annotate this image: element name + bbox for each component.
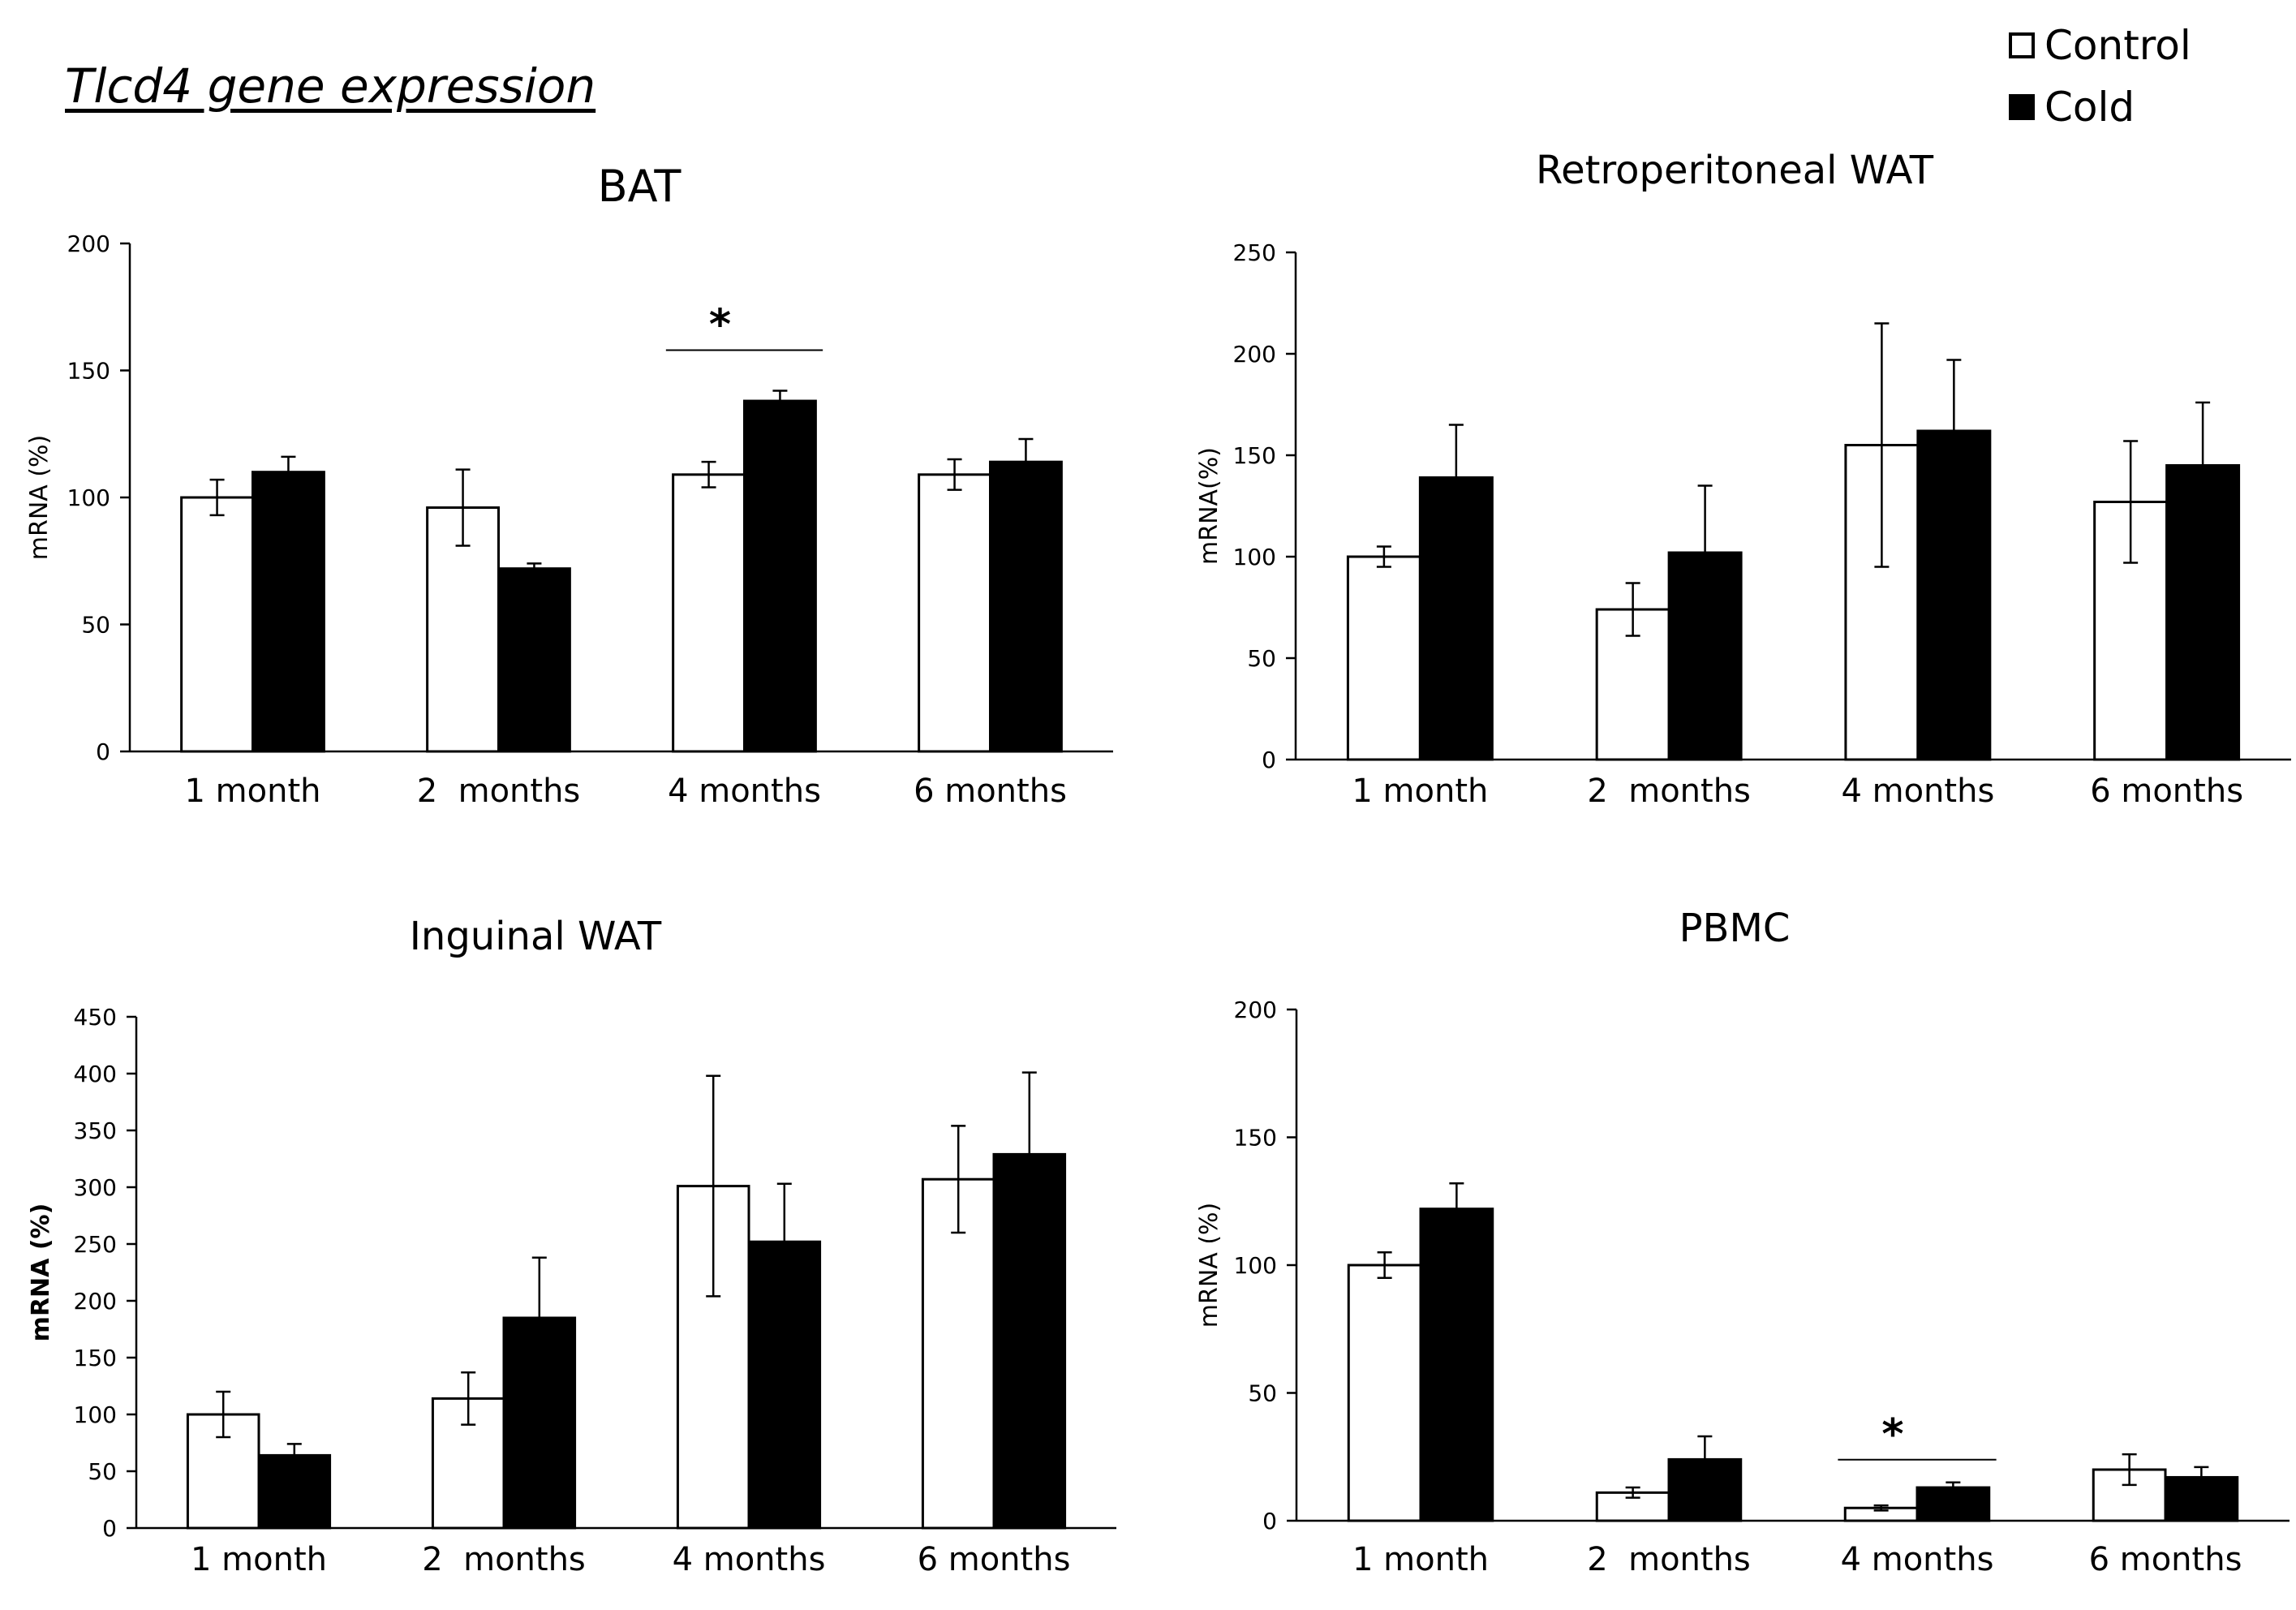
chart-3: PBMC 0 50 100 150 200 mRNA (%) 1 month 2 months 4… — [1195, 906, 2290, 1578]
x-tick-label: 2 months — [422, 1541, 586, 1578]
y-tick-label: 100 — [1234, 1252, 1277, 1279]
y-tick-label: 200 — [67, 230, 110, 257]
bar-cold-0 — [252, 471, 325, 753]
x-tick-label: 1 month — [1352, 1541, 1489, 1578]
x-tick-label: 2 months — [417, 773, 581, 810]
x-tick-label: 4 months — [1841, 1541, 1994, 1578]
chart-0: BAT 0 50 100 150 200 mRNA (%) 1 month 2 months 4 … — [25, 161, 1113, 810]
bar-control-1 — [426, 506, 501, 753]
legend-label-control: Control — [2044, 22, 2191, 69]
significance-star: * — [709, 301, 731, 350]
y-tick-label: 50 — [1247, 645, 1276, 672]
x-tick-label: 1 month — [1352, 773, 1488, 810]
bar-control-0 — [1347, 1263, 1422, 1522]
x-tick-label: 6 months — [2089, 1541, 2242, 1578]
y-tick-label: 200 — [1234, 997, 1277, 1023]
x-tick-label: 2 months — [1587, 773, 1751, 810]
y-tick-label: 100 — [67, 484, 110, 511]
bar-cold-2 — [743, 399, 817, 753]
y-tick-label: 0 — [1262, 747, 1276, 773]
x-tick-label: 1 month — [185, 773, 321, 810]
x-tick-label: 4 months — [673, 1541, 826, 1578]
chart-title: Retroperitoneal WAT — [1536, 148, 1934, 193]
y-tick-label: 150 — [1234, 1125, 1277, 1152]
significance-star: * — [1881, 1410, 1903, 1459]
bar-cold-0 — [257, 1453, 332, 1530]
y-tick-label: 350 — [74, 1117, 117, 1144]
y-tick-label: 50 — [81, 612, 110, 639]
chart-2: Inguinal WAT 0 50 100 150 200 250 300 350 400 450 m… — [27, 914, 1116, 1578]
x-tick-label: 6 months — [918, 1541, 1071, 1578]
y-axis-label: mRNA (%) — [27, 1203, 55, 1342]
x-tick-label: 1 month — [191, 1541, 327, 1578]
y-tick-label: 100 — [1233, 544, 1276, 570]
y-tick-label: 150 — [1233, 442, 1276, 469]
bar-control-3 — [918, 473, 992, 753]
bar-control-3 — [921, 1177, 995, 1530]
legend-label-cold: Cold — [2044, 84, 2135, 131]
y-tick-label: 200 — [74, 1288, 117, 1315]
y-tick-label: 400 — [74, 1061, 117, 1087]
legend-swatch-cold — [2009, 94, 2035, 120]
y-tick-label: 0 — [1262, 1508, 1277, 1535]
y-tick-label: 250 — [74, 1231, 117, 1258]
y-tick-label: 150 — [74, 1345, 117, 1371]
legend-item-cold: Cold — [2009, 76, 2191, 138]
y-tick-label: 250 — [1233, 239, 1276, 266]
x-tick-label: 6 months — [2090, 773, 2243, 810]
y-tick-label: 0 — [96, 738, 110, 765]
y-tick-label: 300 — [74, 1174, 117, 1201]
figure-title: Tlcd4 gene expression — [65, 58, 596, 114]
chart-1: Retroperitoneal WAT 0 50 100 150 200 250 mRNA(%… — [1195, 148, 2291, 810]
bar-control-1 — [431, 1397, 505, 1530]
y-axis-label: mRNA (%) — [25, 435, 54, 560]
legend-item-control: Control — [2009, 15, 2191, 76]
x-tick-label: 2 months — [1587, 1541, 1751, 1578]
chart-title: Inguinal WAT — [410, 914, 662, 959]
chart-title: PBMC — [1679, 906, 1791, 951]
legend-swatch-control — [2009, 32, 2035, 58]
bar-control-2 — [672, 473, 746, 753]
chart-title: BAT — [598, 161, 682, 212]
bar-control-0 — [180, 496, 255, 753]
y-tick-label: 50 — [88, 1458, 117, 1485]
x-tick-label: 4 months — [668, 773, 821, 810]
y-tick-label: 450 — [74, 1004, 117, 1031]
y-tick-label: 100 — [74, 1401, 117, 1428]
x-tick-label: 6 months — [914, 773, 1067, 810]
legend: Control Cold — [2009, 15, 2191, 138]
bar-cold-1 — [497, 567, 571, 753]
bar-cold-3 — [989, 460, 1063, 753]
bar-control-0 — [1346, 555, 1421, 761]
y-tick-label: 0 — [102, 1515, 117, 1542]
y-tick-label: 50 — [1248, 1380, 1277, 1407]
y-axis-label: mRNA (%) — [1195, 1203, 1223, 1328]
x-tick-label: 4 months — [1841, 773, 1994, 810]
y-tick-label: 200 — [1233, 341, 1276, 368]
y-tick-label: 150 — [67, 358, 110, 385]
bar-cold-0 — [1419, 1208, 1494, 1522]
y-axis-label: mRNA(%) — [1195, 447, 1223, 565]
